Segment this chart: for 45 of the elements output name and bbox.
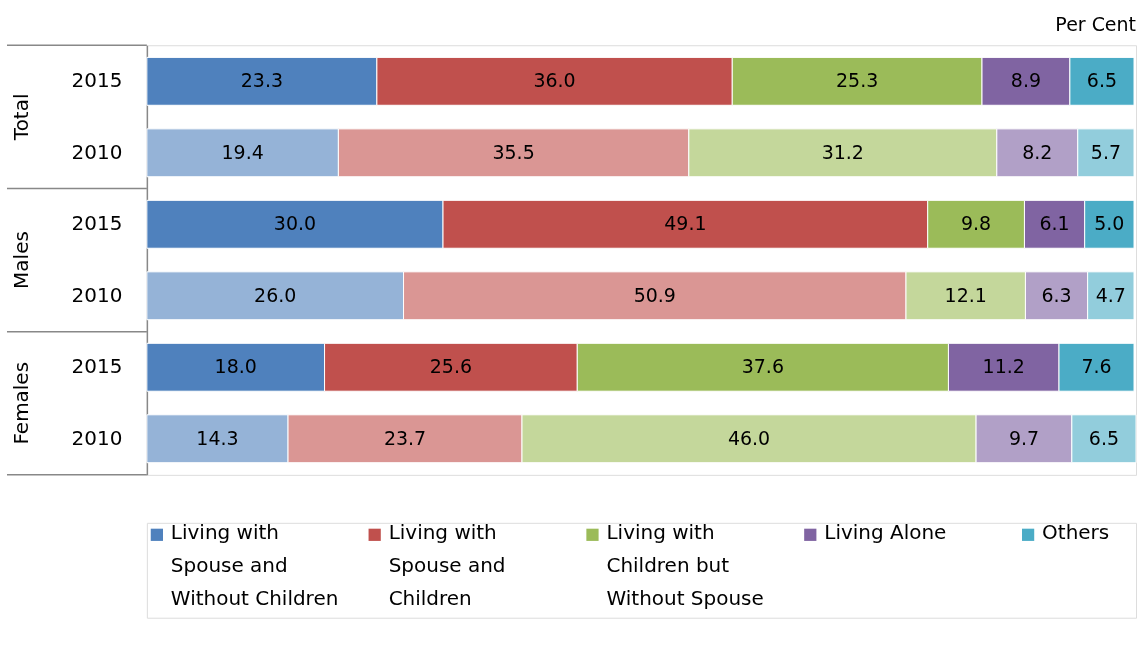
text: Total [8,93,33,142]
data-label: 23.7 [383,426,427,449]
data-label: 9.7 [1008,426,1040,449]
data-label: 49.1 [664,212,707,235]
data-label: 5.0 [1094,212,1125,235]
y-tick-label: 2015 [71,211,123,236]
data-label: 5.7 [1090,140,1121,163]
y-tick-label: 2010 [71,139,123,164]
data-label: 9.8 [961,212,992,235]
data-label: 35.5 [492,140,535,163]
data-label: 31.2 [821,140,864,163]
data-label: 19.4 [221,140,264,163]
data-label: 4.7 [1095,283,1126,306]
y-tick-label: 2015 [71,68,123,93]
y-tick-label: 2010 [71,425,123,450]
text: Females [8,361,33,445]
data-label: 7.6 [1081,355,1112,378]
legend-label: Living with Children but Without Spouse [606,519,764,610]
legend-label: Living Alone [824,519,947,544]
y-tick-label: 2010 [71,282,123,307]
x-axis-title: Per Cent [1055,13,1137,36]
data-label: 6.1 [1039,212,1070,235]
data-label: 36.0 [533,69,576,92]
data-label: 26.0 [254,283,297,306]
y-tick-label: 2015 [71,354,123,379]
data-label: 12.1 [944,283,987,306]
data-label: 46.0 [727,426,771,449]
data-label: 6.3 [1041,283,1072,306]
data-label: 23.3 [240,69,283,92]
data-label: 50.9 [633,283,676,306]
data-label: 8.2 [1022,140,1053,163]
data-label: 30.0 [273,212,317,235]
data-label: 6.5 [1086,69,1118,92]
legend-label: Living with Spouse and Children [388,519,506,610]
legend-label: Others [1042,519,1110,544]
data-label: 18.0 [214,355,257,378]
text: Males [8,231,33,289]
data-label: 6.5 [1088,426,1120,449]
data-label: 25.3 [836,69,879,92]
data-label: 25.6 [429,355,473,378]
data-label: 8.9 [1010,69,1042,92]
data-label: 37.6 [741,355,784,378]
data-label: 11.2 [982,355,1025,378]
legend-label: Living with Spouse and Without Children [170,519,339,610]
data-label: 14.3 [196,426,239,449]
